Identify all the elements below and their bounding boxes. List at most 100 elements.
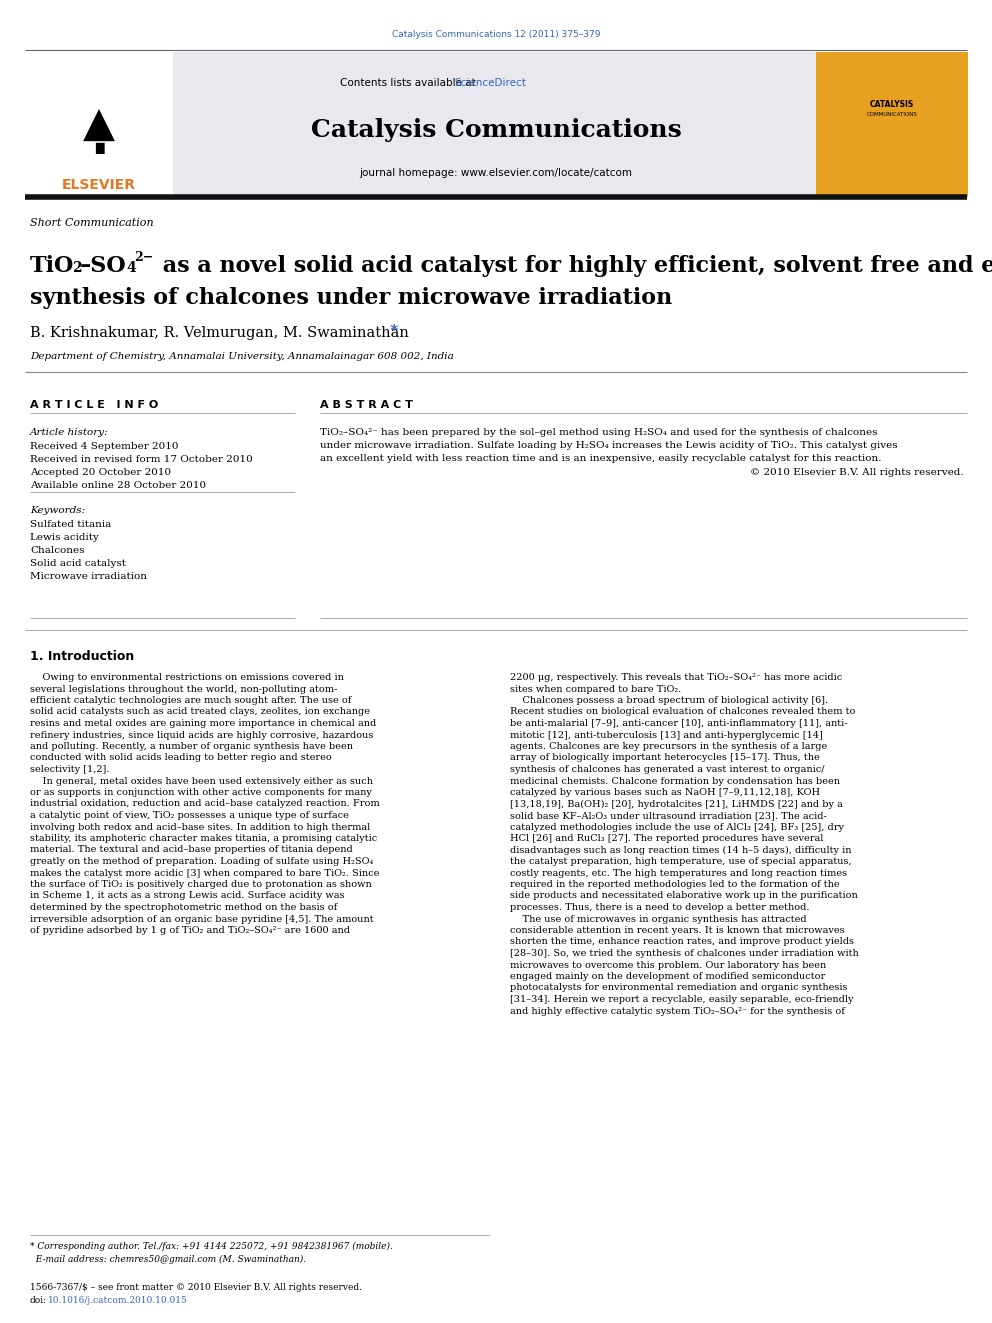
Text: Received in revised form 17 October 2010: Received in revised form 17 October 2010: [30, 455, 253, 464]
Text: refinery industries, since liquid acids are highly corrosive, hazardous: refinery industries, since liquid acids …: [30, 730, 373, 740]
Text: several legislations throughout the world, non-polluting atom-: several legislations throughout the worl…: [30, 684, 337, 693]
Text: resins and metal oxides are gaining more importance in chemical and: resins and metal oxides are gaining more…: [30, 718, 376, 728]
Text: mitotic [12], anti-tuberculosis [13] and anti-hyperglycemic [14]: mitotic [12], anti-tuberculosis [13] and…: [510, 730, 822, 740]
Text: determined by the spectrophotometric method on the basis of: determined by the spectrophotometric met…: [30, 904, 337, 912]
Text: [28–30]. So, we tried the synthesis of chalcones under irradiation with: [28–30]. So, we tried the synthesis of c…: [510, 949, 859, 958]
Text: considerable attention in recent years. It is known that microwaves: considerable attention in recent years. …: [510, 926, 844, 935]
Text: © 2010 Elsevier B.V. All rights reserved.: © 2010 Elsevier B.V. All rights reserved…: [750, 468, 964, 478]
Text: * Corresponding author. Tel./fax: +91 4144 225072, +91 9842381967 (mobile).: * Corresponding author. Tel./fax: +91 41…: [30, 1242, 393, 1252]
Text: be anti-malarial [7–9], anti-cancer [10], anti-inflammatory [11], anti-: be anti-malarial [7–9], anti-cancer [10]…: [510, 718, 847, 728]
Text: The use of microwaves in organic synthesis has attracted: The use of microwaves in organic synthes…: [510, 914, 806, 923]
Text: the catalyst preparation, high temperature, use of special apparatus,: the catalyst preparation, high temperatu…: [510, 857, 851, 867]
Text: 1566-7367/$ – see front matter © 2010 Elsevier B.V. All rights reserved.: 1566-7367/$ – see front matter © 2010 El…: [30, 1283, 362, 1293]
Text: Available online 28 October 2010: Available online 28 October 2010: [30, 482, 206, 490]
Text: solid base KF–Al₂O₃ under ultrasound irradiation [23]. The acid-: solid base KF–Al₂O₃ under ultrasound irr…: [510, 811, 826, 820]
Text: Contents lists available at: Contents lists available at: [340, 78, 479, 89]
Text: disadvantages such as long reaction times (14 h–5 days), difficulty in: disadvantages such as long reaction time…: [510, 845, 851, 855]
Text: processes. Thus, there is a need to develop a better method.: processes. Thus, there is a need to deve…: [510, 904, 809, 912]
Text: irreversible adsorption of an organic base pyridine [4,5]. The amount: irreversible adsorption of an organic ba…: [30, 914, 374, 923]
Text: makes the catalyst more acidic [3] when compared to bare TiO₂. Since: makes the catalyst more acidic [3] when …: [30, 868, 379, 877]
Text: and polluting. Recently, a number of organic synthesis have been: and polluting. Recently, a number of org…: [30, 742, 353, 751]
Text: material. The textural and acid–base properties of titania depend: material. The textural and acid–base pro…: [30, 845, 353, 855]
Text: stability, its amphoteric character makes titania, a promising catalytic: stability, its amphoteric character make…: [30, 833, 377, 843]
Text: of pyridine adsorbed by 1 g of TiO₂ and TiO₂–SO₄²⁻ are 1600 and: of pyridine adsorbed by 1 g of TiO₂ and …: [30, 926, 350, 935]
Text: Accepted 20 October 2010: Accepted 20 October 2010: [30, 468, 172, 478]
Text: 2−: 2−: [134, 251, 153, 265]
Text: Short Communication: Short Communication: [30, 218, 154, 228]
Text: CATALYSIS: CATALYSIS: [870, 101, 914, 108]
Text: conducted with solid acids leading to better regio and stereo: conducted with solid acids leading to be…: [30, 754, 331, 762]
Text: Chalcones possess a broad spectrum of biological activity [6].: Chalcones possess a broad spectrum of bi…: [510, 696, 828, 705]
Text: catalyzed methodologies include the use of AlCl₃ [24], BF₃ [25], dry: catalyzed methodologies include the use …: [510, 823, 844, 831]
Text: 4: 4: [126, 261, 136, 275]
Text: Lewis acidity: Lewis acidity: [30, 533, 99, 542]
Text: 2200 μg, respectively. This reveals that TiO₂–SO₄²⁻ has more acidic: 2200 μg, respectively. This reveals that…: [510, 673, 842, 681]
Text: involving both redox and acid–base sites. In addition to high thermal: involving both redox and acid–base sites…: [30, 823, 370, 831]
Text: 10.1016/j.catcom.2010.10.015: 10.1016/j.catcom.2010.10.015: [48, 1297, 187, 1304]
Text: COMMUNICATIONS: COMMUNICATIONS: [867, 112, 918, 116]
Text: required in the reported methodologies led to the formation of the: required in the reported methodologies l…: [510, 880, 839, 889]
Text: Chalcones: Chalcones: [30, 546, 84, 556]
Text: microwaves to overcome this problem. Our laboratory has been: microwaves to overcome this problem. Our…: [510, 960, 826, 970]
Text: and highly effective catalytic system TiO₂–SO₄²⁻ for the synthesis of: and highly effective catalytic system Ti…: [510, 1007, 845, 1016]
Text: Catalysis Communications 12 (2011) 375–379: Catalysis Communications 12 (2011) 375–3…: [392, 30, 600, 38]
Text: medicinal chemists. Chalcone formation by condensation has been: medicinal chemists. Chalcone formation b…: [510, 777, 840, 786]
Text: doi:: doi:: [30, 1297, 48, 1304]
Text: Sulfated titania: Sulfated titania: [30, 520, 111, 529]
Text: A B S T R A C T: A B S T R A C T: [320, 400, 413, 410]
Text: agents. Chalcones are key precursors in the synthesis of a large: agents. Chalcones are key precursors in …: [510, 742, 827, 751]
Bar: [816, 52, 968, 197]
Text: photocatalysts for environmental remediation and organic synthesis: photocatalysts for environmental remedia…: [510, 983, 847, 992]
Text: a catalytic point of view, TiO₂ possesses a unique type of surface: a catalytic point of view, TiO₂ possesse…: [30, 811, 349, 820]
Text: Microwave irradiation: Microwave irradiation: [30, 572, 147, 581]
Text: synthesis of chalcones has generated a vast interest to organic/: synthesis of chalcones has generated a v…: [510, 765, 824, 774]
Text: efficient catalytic technologies are much sought after. The use of: efficient catalytic technologies are muc…: [30, 696, 351, 705]
Text: array of biologically important heterocycles [15–17]. Thus, the: array of biologically important heterocy…: [510, 754, 819, 762]
Text: [31–34]. Herein we report a recyclable, easily separable, eco-friendly: [31–34]. Herein we report a recyclable, …: [510, 995, 853, 1004]
Text: Catalysis Communications: Catalysis Communications: [310, 118, 682, 142]
Text: Owing to environmental restrictions on emissions covered in: Owing to environmental restrictions on e…: [30, 673, 344, 681]
Text: –SO: –SO: [80, 255, 127, 277]
Text: greatly on the method of preparation. Loading of sulfate using H₂SO₄: greatly on the method of preparation. Lo…: [30, 857, 373, 867]
Text: █: █: [95, 143, 103, 153]
Text: ▲: ▲: [83, 105, 115, 146]
Text: B. Krishnakumar, R. Velmurugan, M. Swaminathan: B. Krishnakumar, R. Velmurugan, M. Swami…: [30, 325, 409, 340]
Text: synthesis of chalcones under microwave irradiation: synthesis of chalcones under microwave i…: [30, 287, 673, 310]
Text: ScienceDirect: ScienceDirect: [454, 78, 527, 89]
Text: engaged mainly on the development of modified semiconductor: engaged mainly on the development of mod…: [510, 972, 825, 980]
Text: sites when compared to bare TiO₂.: sites when compared to bare TiO₂.: [510, 684, 682, 693]
Text: A R T I C L E   I N F O: A R T I C L E I N F O: [30, 400, 159, 410]
Text: the surface of TiO₂ is positively charged due to protonation as shown: the surface of TiO₂ is positively charge…: [30, 880, 372, 889]
Text: Received 4 September 2010: Received 4 September 2010: [30, 442, 179, 451]
Text: under microwave irradiation. Sulfate loading by H₂SO₄ increases the Lewis acidit: under microwave irradiation. Sulfate loa…: [320, 441, 898, 450]
Text: an excellent yield with less reaction time and is an inexpensive, easily recycla: an excellent yield with less reaction ti…: [320, 454, 882, 463]
Bar: [25, 52, 173, 197]
Text: in Scheme 1, it acts as a strong Lewis acid. Surface acidity was: in Scheme 1, it acts as a strong Lewis a…: [30, 892, 344, 901]
Text: selectivity [1,2].: selectivity [1,2].: [30, 765, 109, 774]
Text: as a novel solid acid catalyst for highly efficient, solvent free and easy: as a novel solid acid catalyst for highl…: [155, 255, 992, 277]
Text: catalyzed by various bases such as NaOH [7–9,11,12,18], KOH: catalyzed by various bases such as NaOH …: [510, 789, 820, 796]
Text: ELSEVIER: ELSEVIER: [62, 179, 136, 192]
Text: 2: 2: [72, 261, 81, 275]
Text: *: *: [385, 324, 398, 339]
Text: side products and necessitated elaborative work up in the purification: side products and necessitated elaborati…: [510, 892, 858, 901]
Text: TiO: TiO: [30, 255, 74, 277]
Text: 1. Introduction: 1. Introduction: [30, 650, 134, 663]
Text: In general, metal oxides have been used extensively either as such: In general, metal oxides have been used …: [30, 777, 373, 786]
Text: costly reagents, etc. The high temperatures and long reaction times: costly reagents, etc. The high temperatu…: [510, 868, 847, 877]
Text: industrial oxidation, reduction and acid–base catalyzed reaction. From: industrial oxidation, reduction and acid…: [30, 799, 380, 808]
Text: shorten the time, enhance reaction rates, and improve product yields: shorten the time, enhance reaction rates…: [510, 938, 854, 946]
Text: solid acid catalysts such as acid treated clays, zeolites, ion exchange: solid acid catalysts such as acid treate…: [30, 708, 370, 717]
Text: TiO₂–SO₄²⁻ has been prepared by the sol–gel method using H₂SO₄ and used for the : TiO₂–SO₄²⁻ has been prepared by the sol–…: [320, 429, 878, 437]
Text: Article history:: Article history:: [30, 429, 109, 437]
Text: Recent studies on biological evaluation of chalcones revealed them to: Recent studies on biological evaluation …: [510, 708, 855, 717]
Text: Keywords:: Keywords:: [30, 505, 85, 515]
Text: or as supports in conjunction with other active components for many: or as supports in conjunction with other…: [30, 789, 372, 796]
Text: E-mail address: chemres50@gmail.com (M. Swaminathan).: E-mail address: chemres50@gmail.com (M. …: [30, 1256, 307, 1263]
Text: HCl [26] and RuCl₃ [27]. The reported procedures have several: HCl [26] and RuCl₃ [27]. The reported pr…: [510, 833, 823, 843]
Bar: [173, 52, 816, 197]
Text: Solid acid catalyst: Solid acid catalyst: [30, 560, 126, 568]
Text: journal homepage: www.elsevier.com/locate/catcom: journal homepage: www.elsevier.com/locat…: [359, 168, 633, 179]
Text: Department of Chemistry, Annamalai University, Annamalainagar 608 002, India: Department of Chemistry, Annamalai Unive…: [30, 352, 453, 361]
Text: [13,18,19], Ba(OH)₂ [20], hydrotalcites [21], LiHMDS [22] and by a: [13,18,19], Ba(OH)₂ [20], hydrotalcites …: [510, 799, 843, 808]
